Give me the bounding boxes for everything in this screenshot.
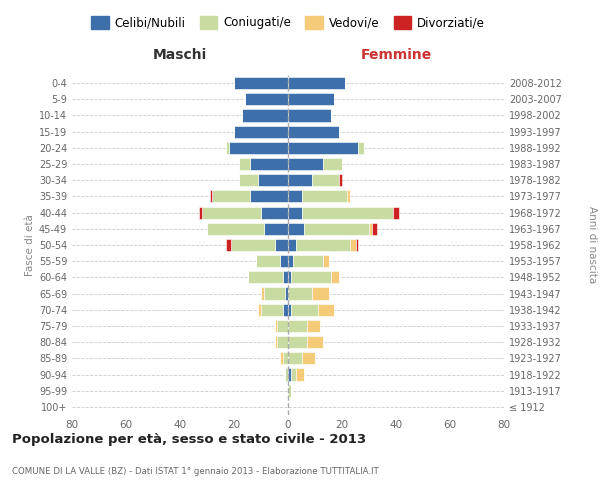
- Bar: [245, 93, 288, 106]
- Bar: [261, 206, 288, 218]
- Bar: [307, 336, 323, 348]
- Bar: [290, 272, 331, 283]
- Bar: [288, 352, 302, 364]
- Bar: [290, 304, 318, 316]
- Bar: [280, 255, 288, 268]
- Bar: [331, 272, 340, 283]
- Bar: [288, 304, 290, 316]
- Bar: [234, 126, 288, 138]
- Bar: [288, 158, 323, 170]
- Bar: [202, 206, 261, 218]
- Bar: [280, 352, 283, 364]
- Bar: [302, 352, 315, 364]
- Bar: [394, 206, 398, 218]
- Bar: [250, 158, 288, 170]
- Bar: [288, 77, 344, 89]
- Bar: [288, 320, 307, 332]
- Bar: [347, 190, 350, 202]
- Bar: [288, 222, 304, 235]
- Bar: [242, 110, 288, 122]
- Legend: Celibi/Nubili, Coniugati/e, Vedovi/e, Divorziati/e: Celibi/Nubili, Coniugati/e, Vedovi/e, Di…: [87, 13, 489, 33]
- Bar: [210, 190, 212, 202]
- Bar: [283, 352, 288, 364]
- Bar: [283, 304, 288, 316]
- Bar: [288, 288, 313, 300]
- Bar: [275, 320, 277, 332]
- Bar: [293, 255, 323, 268]
- Bar: [275, 336, 277, 348]
- Bar: [232, 239, 275, 251]
- Bar: [286, 368, 288, 380]
- Bar: [264, 222, 288, 235]
- Bar: [283, 272, 288, 283]
- Text: COMUNE DI LA VALLE (BZ) - Dati ISTAT 1° gennaio 2013 - Elaborazione TUTTITALIA.I: COMUNE DI LA VALLE (BZ) - Dati ISTAT 1° …: [12, 468, 379, 476]
- Bar: [288, 384, 290, 397]
- Bar: [307, 320, 320, 332]
- Bar: [358, 142, 364, 154]
- Bar: [288, 142, 358, 154]
- Bar: [288, 336, 307, 348]
- Bar: [212, 190, 250, 202]
- Bar: [323, 158, 342, 170]
- Bar: [234, 77, 288, 89]
- Bar: [288, 190, 302, 202]
- Bar: [288, 368, 290, 380]
- Bar: [296, 239, 350, 251]
- Bar: [239, 174, 259, 186]
- Bar: [239, 158, 250, 170]
- Bar: [288, 174, 313, 186]
- Bar: [226, 142, 229, 154]
- Bar: [318, 304, 334, 316]
- Bar: [286, 288, 288, 300]
- Bar: [350, 239, 355, 251]
- Bar: [277, 336, 288, 348]
- Bar: [304, 222, 369, 235]
- Bar: [256, 255, 280, 268]
- Bar: [313, 288, 329, 300]
- Bar: [248, 272, 283, 283]
- Bar: [259, 304, 261, 316]
- Bar: [288, 126, 340, 138]
- Bar: [340, 174, 342, 186]
- Bar: [290, 368, 296, 380]
- Bar: [207, 222, 264, 235]
- Bar: [288, 255, 293, 268]
- Bar: [302, 206, 394, 218]
- Text: Popolazione per età, sesso e stato civile - 2013: Popolazione per età, sesso e stato civil…: [12, 432, 366, 446]
- Bar: [355, 239, 358, 251]
- Bar: [264, 288, 286, 300]
- Bar: [199, 206, 202, 218]
- Bar: [288, 110, 331, 122]
- Bar: [369, 222, 372, 235]
- Bar: [261, 304, 283, 316]
- Bar: [277, 320, 288, 332]
- Bar: [296, 368, 304, 380]
- Text: Anni di nascita: Anni di nascita: [587, 206, 597, 284]
- Bar: [259, 174, 288, 186]
- Bar: [229, 142, 288, 154]
- Bar: [323, 255, 329, 268]
- Y-axis label: Fasce di età: Fasce di età: [25, 214, 35, 276]
- Bar: [288, 272, 290, 283]
- Text: Maschi: Maschi: [153, 48, 207, 62]
- Bar: [226, 239, 232, 251]
- Bar: [313, 174, 340, 186]
- Bar: [288, 206, 302, 218]
- Bar: [261, 288, 264, 300]
- Bar: [288, 239, 296, 251]
- Bar: [288, 93, 334, 106]
- Bar: [372, 222, 377, 235]
- Bar: [302, 190, 347, 202]
- Text: Femmine: Femmine: [361, 48, 431, 62]
- Bar: [250, 190, 288, 202]
- Bar: [275, 239, 288, 251]
